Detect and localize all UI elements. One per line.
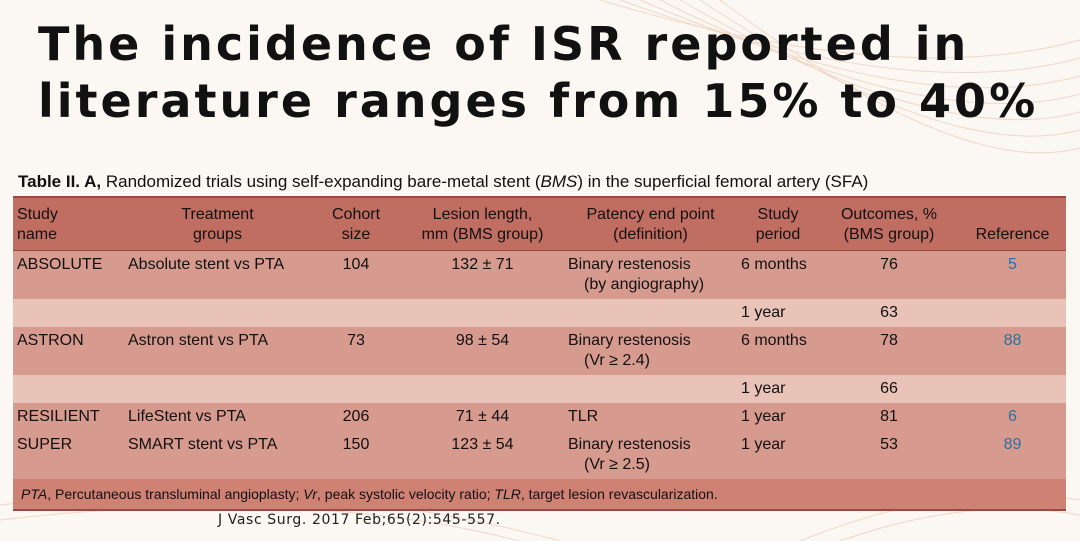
cell-lesion-length: 123 ± 54 [401,431,564,479]
header-patency-end-point: Patency end point (definition) [564,196,737,251]
cell-study-period: 6 months [737,327,819,375]
cell-study-name [13,299,124,327]
header-treatment-groups: Treatment groups [124,196,311,251]
table-row: RESILIENT LifeStent vs PTA 206 71 ± 44 T… [13,403,1066,431]
table-row: 1 year 66 [13,375,1066,403]
cell-study-name: ASTRON [13,327,124,375]
cell-reference-link[interactable]: 88 [959,327,1066,375]
cell-treatment-groups: Absolute stent vs PTA [124,250,311,299]
cell-patency-end-point: Binary restenosis (Vr ≥ 2.4) [564,327,737,375]
slide-title-line1: The incidence of ISR reported in [38,17,970,71]
cell-treatment-groups: Astron stent vs PTA [124,327,311,375]
table-row: 1 year 63 [13,299,1066,327]
cell-lesion-length: 132 ± 71 [401,250,564,299]
header-study-name: Study name [13,196,124,251]
cell-study-period: 1 year [737,431,819,479]
cell-outcome: 76 [819,250,959,299]
cell-cohort-size [311,299,401,327]
header-lesion-length: Lesion length, mm (BMS group) [401,196,564,251]
cell-patency-end-point [564,375,737,403]
caption-text-a: Randomized trials using self-expanding b… [101,172,541,191]
cell-patency-end-point: Binary restenosis (by angiography) [564,250,737,299]
caption-text-b: ) in the superficial femoral artery (SFA… [577,172,869,191]
cell-outcome: 63 [819,299,959,327]
cell-lesion-length [401,299,564,327]
caption-label: Table II. A, [18,172,102,191]
table-header-row: Study name Treatment groups Cohort size Les… [13,196,1066,251]
cell-study-name [13,375,124,403]
caption-bms: BMS [540,172,578,191]
cell-study-period: 1 year [737,375,819,403]
cell-study-period: 1 year [737,299,819,327]
cell-outcome: 78 [819,327,959,375]
header-cohort-size: Cohort size [311,196,401,251]
cell-study-name: ABSOLUTE [13,250,124,299]
cell-patency-end-point: Binary restenosis (Vr ≥ 2.5) [564,431,737,479]
cell-outcome: 53 [819,431,959,479]
cell-cohort-size: 73 [311,327,401,375]
table-footnote-row: PTA, Percutaneous transluminal angioplas… [13,479,1066,511]
cell-study-period: 6 months [737,250,819,299]
cell-patency-end-point: TLR [564,403,737,431]
cell-reference-link [959,375,1066,403]
slide-title: The incidence of ISR reported in literat… [38,16,1058,130]
cell-patency-end-point [564,299,737,327]
trials-table: Study name Treatment groups Cohort size Les… [13,196,1066,511]
table-row: SUPER SMART stent vs PTA 150 123 ± 54 Bi… [13,431,1066,479]
cell-outcome: 81 [819,403,959,431]
cell-reference-link[interactable]: 89 [959,431,1066,479]
cell-study-name: RESILIENT [13,403,124,431]
cell-treatment-groups [124,375,311,403]
cell-treatment-groups: LifeStent vs PTA [124,403,311,431]
cell-cohort-size [311,375,401,403]
cell-outcome: 66 [819,375,959,403]
header-reference: Reference [959,196,1066,251]
cell-lesion-length [401,375,564,403]
table-row: ASTRON Astron stent vs PTA 73 98 ± 54 Bi… [13,327,1066,375]
cell-treatment-groups [124,299,311,327]
header-outcomes: Outcomes, % (BMS group) [819,196,959,251]
cell-cohort-size: 104 [311,250,401,299]
cell-treatment-groups: SMART stent vs PTA [124,431,311,479]
cell-study-period: 1 year [737,403,819,431]
table-row: ABSOLUTE Absolute stent vs PTA 104 132 ±… [13,250,1066,299]
slide-title-line2: literature ranges from 15% to 40% [38,74,1039,128]
header-study-period: Study period [737,196,819,251]
cell-study-name: SUPER [13,431,124,479]
cell-reference-link[interactable]: 6 [959,403,1066,431]
table-footnote: PTA, Percutaneous transluminal angioplas… [13,479,1066,511]
cell-lesion-length: 71 ± 44 [401,403,564,431]
cell-lesion-length: 98 ± 54 [401,327,564,375]
cell-cohort-size: 150 [311,431,401,479]
cell-reference-link [959,299,1066,327]
cell-cohort-size: 206 [311,403,401,431]
citation: J Vasc Surg. 2017 Feb;65(2):545-557. [218,512,501,528]
cell-reference-link[interactable]: 5 [959,250,1066,299]
table-caption: Table II. A, Randomized trials using sel… [18,172,1078,192]
